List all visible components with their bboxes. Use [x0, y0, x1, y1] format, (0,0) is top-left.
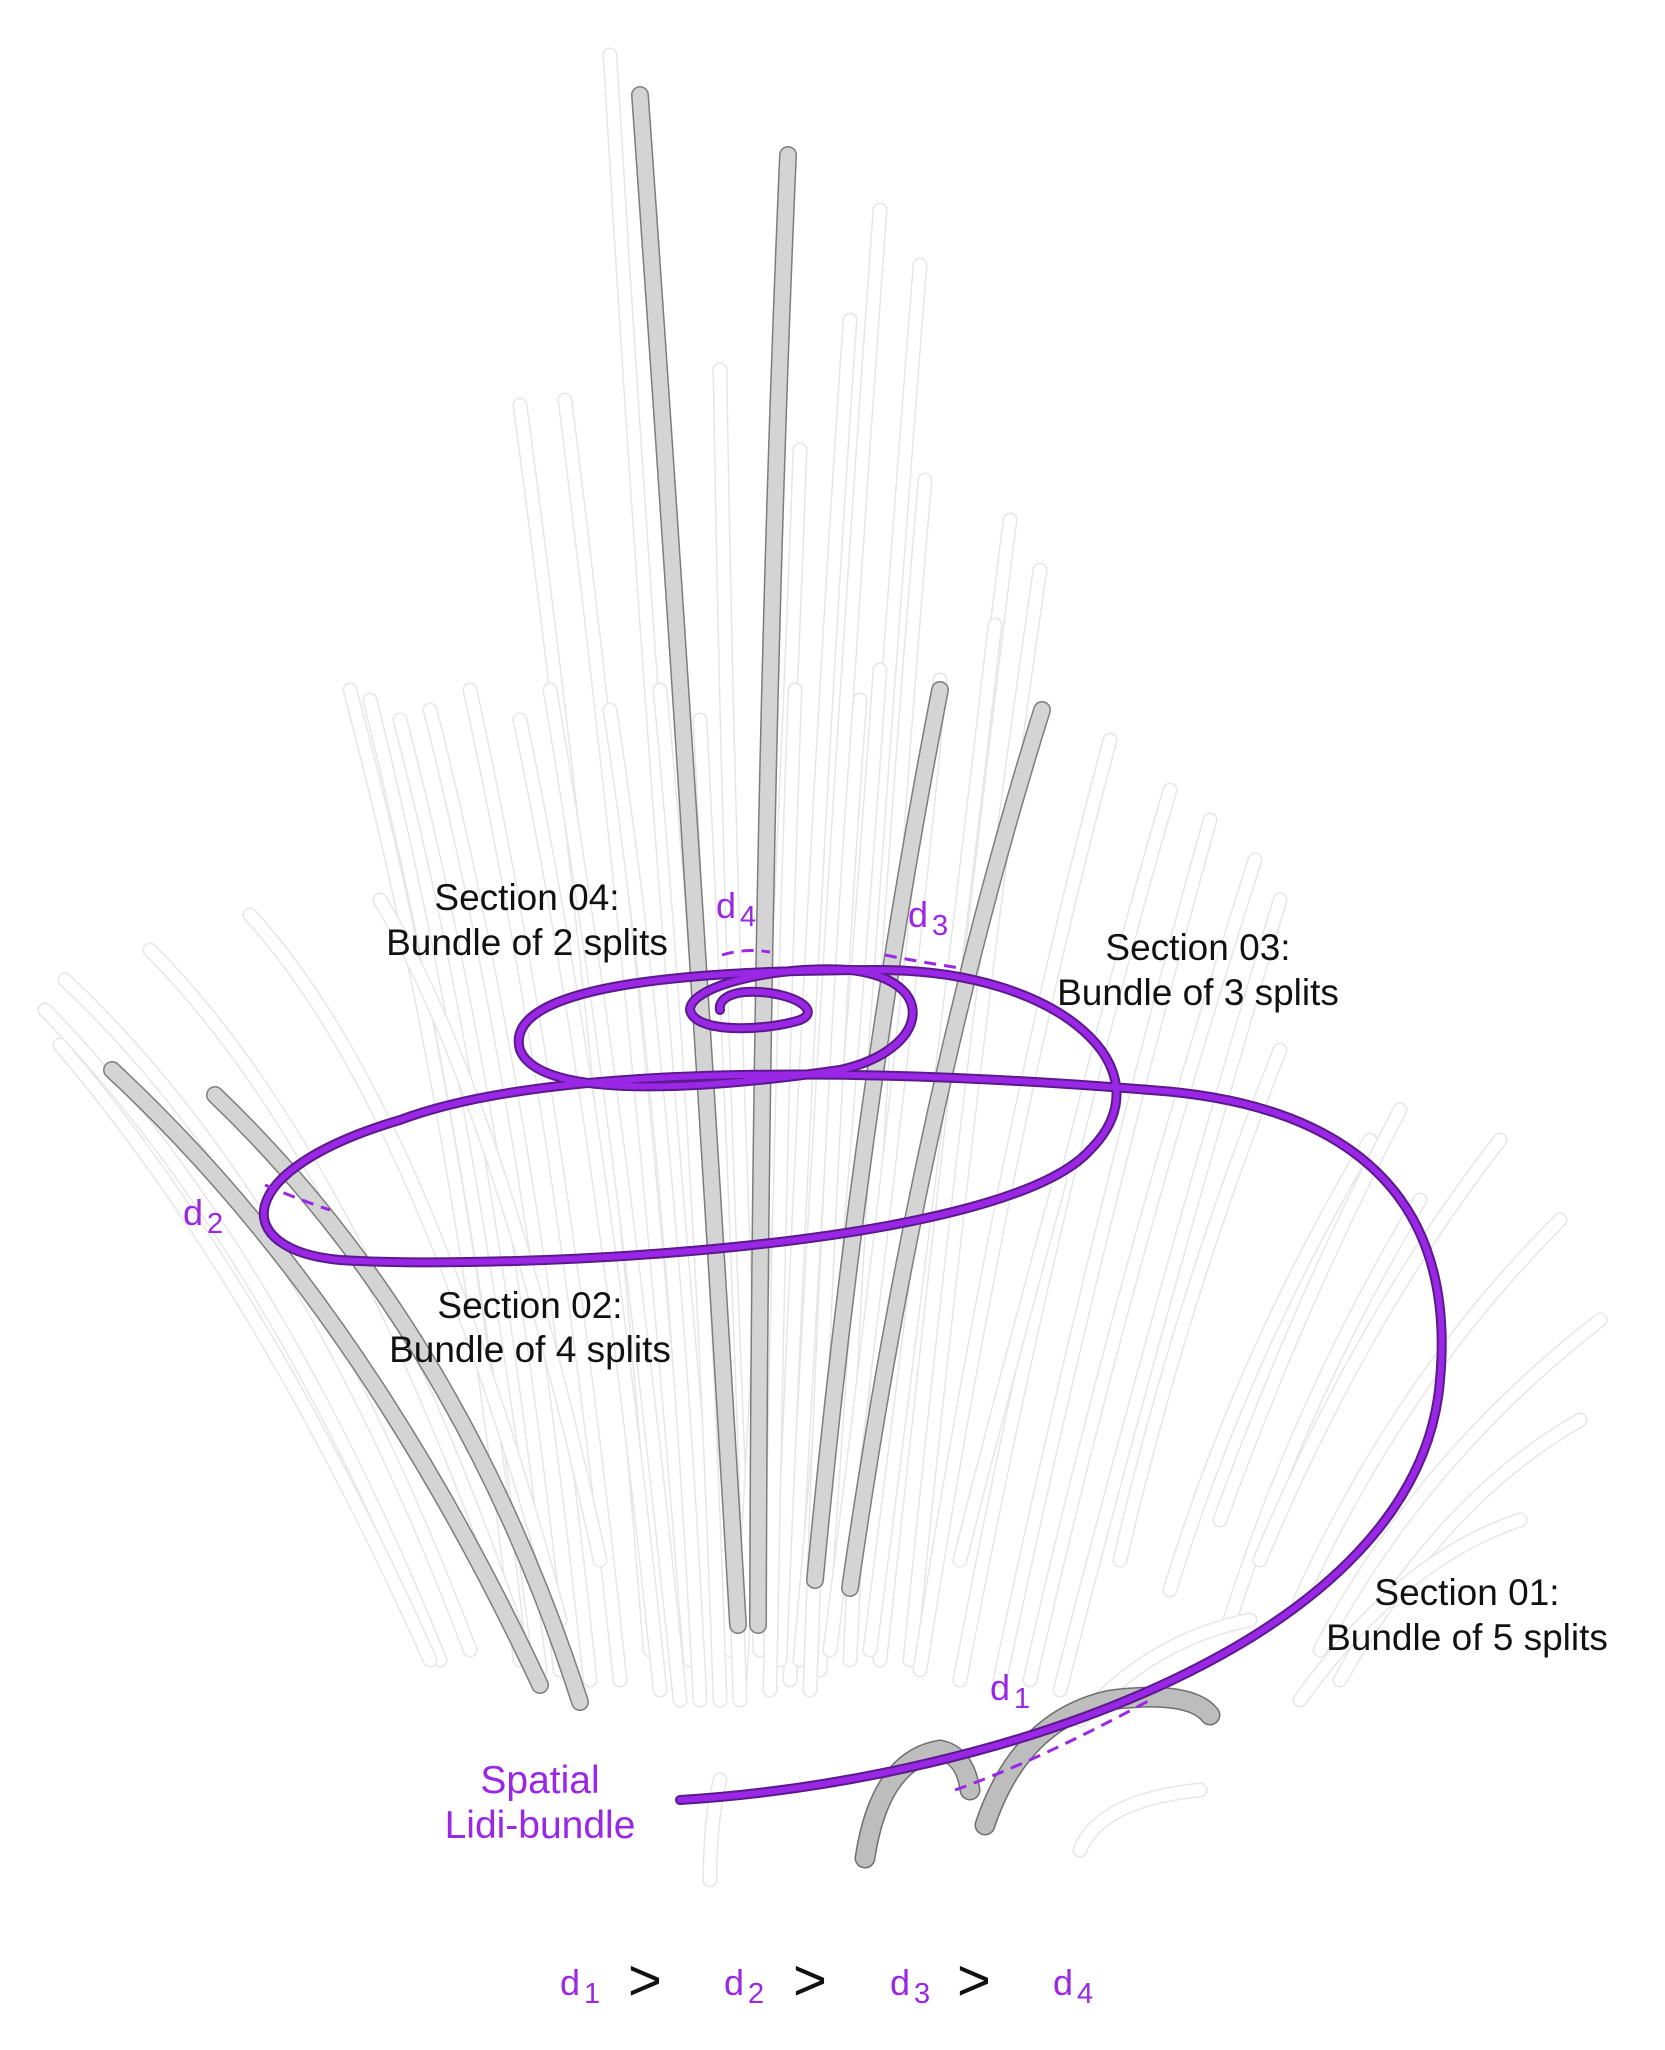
section-02-title: Section 02: — [437, 1285, 622, 1326]
ghost-rod-46-edge — [1252, 1132, 1508, 1568]
ghost-rod-24 — [764, 684, 801, 1696]
ghost-rod-37 — [1334, 1414, 1586, 1686]
ghost-rod-19 — [514, 714, 666, 1696]
ghost-rod-42 — [144, 944, 526, 1646]
section-03-label: Section 03: Bundle of 3 splits — [1057, 927, 1339, 1013]
ghost-rod-26 — [914, 734, 1116, 1676]
hook-rod-0 — [856, 1740, 979, 1867]
ghost-rod-41 — [54, 1039, 436, 1666]
ineq-gt-3: > — [957, 1948, 991, 2013]
d1-dash — [954, 1698, 1151, 1792]
main-rod-0 — [632, 87, 746, 1633]
d2-dash — [264, 1183, 331, 1212]
ghost-rod-33 — [1164, 1134, 1376, 1596]
main-rod-4 — [104, 1062, 548, 1693]
ghost-rod-4 — [784, 204, 886, 1686]
ghost-rod-28 — [994, 814, 1216, 1686]
hook-rod-1 — [976, 1688, 1219, 1834]
d3-dash — [884, 953, 961, 970]
main-rod-1 — [750, 147, 796, 1633]
ghost-rod-47 — [1074, 1784, 1206, 1856]
ghost-rod-38 — [1294, 1514, 1526, 1706]
ghost-rod-44 — [374, 894, 606, 1566]
section-01-subtitle: Bundle of 5 splits — [1326, 1617, 1608, 1658]
main-rod-5 — [207, 1087, 588, 1710]
ghost-rod-31 — [954, 1174, 1066, 1566]
ineq-gt-1: > — [628, 1948, 662, 2013]
ghost-rod-29 — [1024, 854, 1261, 1686]
ghost-rod-32 — [1114, 1044, 1286, 1566]
ghost-rod-40 — [39, 1004, 446, 1666]
distance-dashes — [264, 949, 1151, 1792]
ineq-gt-2: > — [793, 1948, 827, 2013]
section-02-subtitle: Bundle of 4 splits — [389, 1329, 671, 1370]
ghost-rod-43 — [244, 909, 566, 1626]
ghost-rod-21 — [604, 704, 706, 1706]
section-03-subtitle: Bundle of 3 splits — [1057, 972, 1339, 1013]
section-04-label: Section 04: Bundle of 2 splits — [386, 877, 668, 963]
ghost-rod-18 — [464, 684, 626, 1686]
spatial-label-line1: Spatial — [480, 1759, 599, 1802]
ghost-rod-48 — [704, 1774, 726, 1886]
section-01-title: Section 01: — [1374, 1572, 1559, 1613]
ghost-rods — [37, 47, 1608, 1888]
section-03-title: Section 03: — [1105, 927, 1290, 968]
ghost-rod-35 — [1294, 1214, 1566, 1606]
ghost-rod-20 — [544, 684, 686, 1706]
ghost-rod-22 — [654, 684, 726, 1706]
spiral-tube — [260, 966, 1445, 1803]
section-04-subtitle: Bundle of 2 splits — [386, 922, 668, 963]
spatial-label-line2: Lidi-bundle — [445, 1804, 636, 1847]
ghost-rod-6 — [774, 314, 856, 1666]
main-rod-3 — [842, 702, 1050, 1596]
ghost-rod-15 — [364, 694, 546, 1676]
ghost-rod-34 — [1224, 1194, 1426, 1626]
ghost-rod-30 — [1054, 894, 1286, 1696]
main-rod-2 — [807, 682, 948, 1588]
ghost-rod-26-edge — [912, 732, 1118, 1678]
section-02-label: Section 02: Bundle of 4 splits — [389, 1285, 671, 1370]
spatial-lidi-bundle-spiral — [258, 964, 1447, 1805]
section-04-title: Section 04: — [434, 877, 619, 918]
ghost-rod-3 — [559, 394, 696, 1666]
spatial-lidi-bundle-label: Spatial Lidi-bundle — [445, 1759, 636, 1847]
ghost-rod-36 — [1314, 1314, 1606, 1656]
highlighted-rods — [103, 86, 1221, 1869]
d4-dash — [721, 949, 771, 957]
ghost-rod-12 — [824, 674, 946, 1656]
ghost-rod-17 — [424, 704, 596, 1686]
ghost-rod-46 — [1254, 1134, 1506, 1566]
section-01-label: Section 01: Bundle of 5 splits — [1326, 1572, 1608, 1658]
